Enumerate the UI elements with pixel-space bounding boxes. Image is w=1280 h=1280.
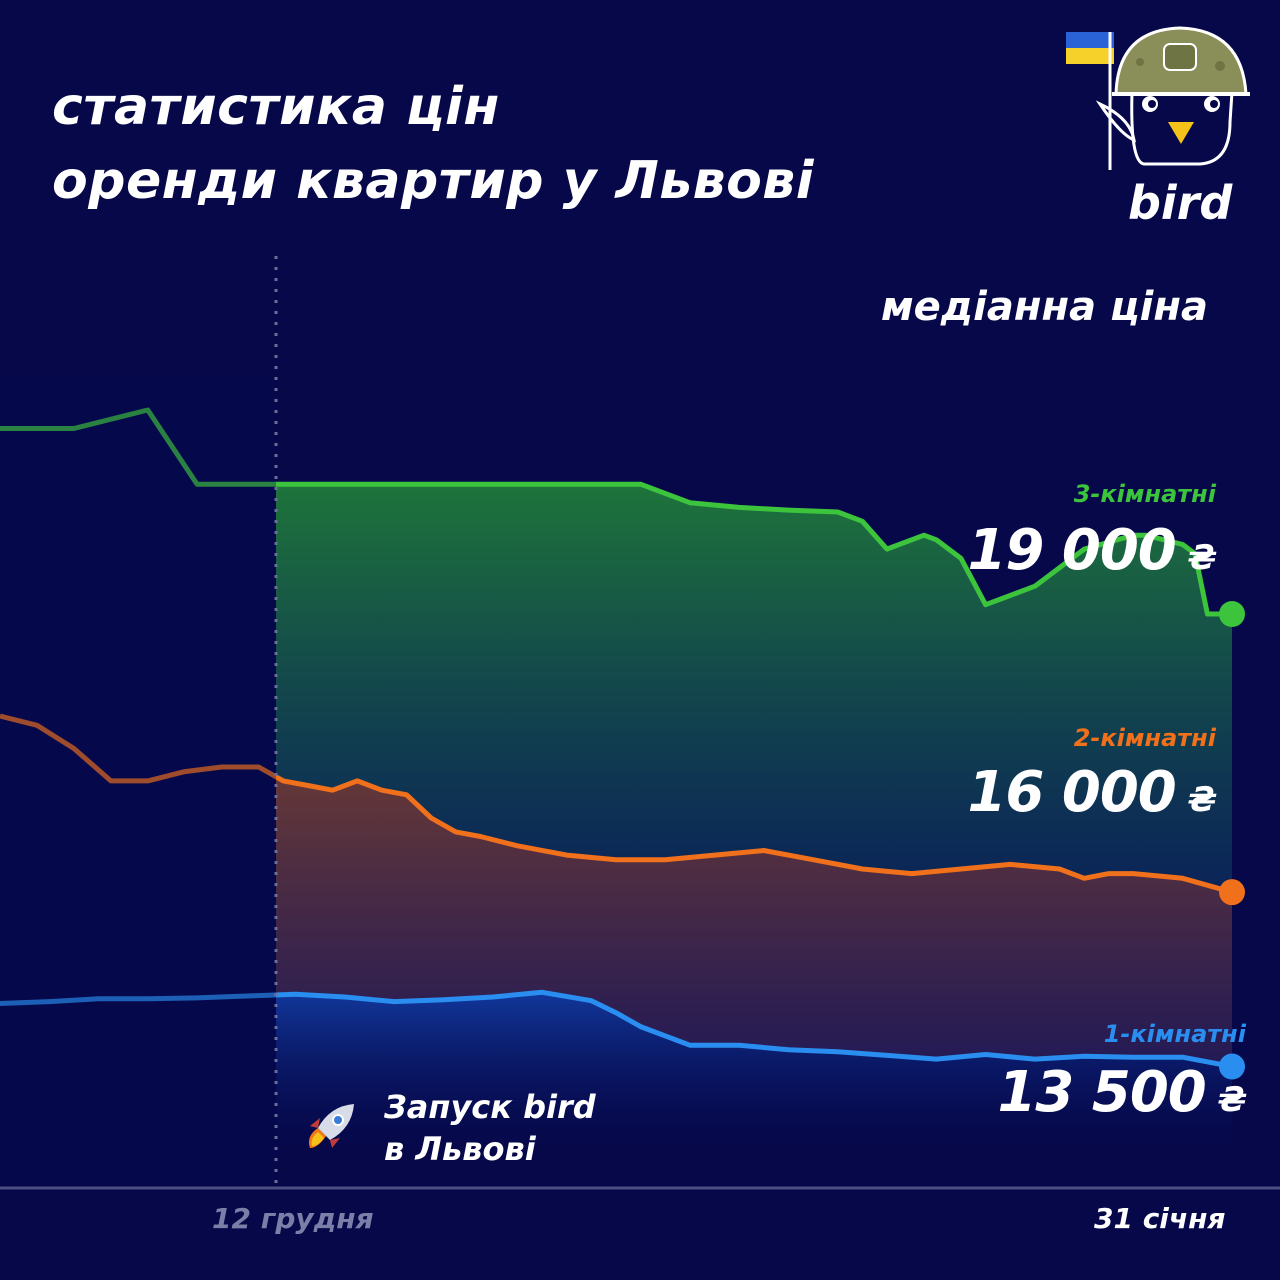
currency-symbol: ₴ [1187,780,1217,820]
chart-subtitle: медіанна ціна [880,284,1208,330]
launch-line-1: Запуск bird [384,1088,596,1126]
series-3-room-line [0,407,1232,617]
title-line-1: статистика цін [52,77,500,137]
series-label-1-room: 1-кімнатні [1103,1020,1246,1048]
series-label-2-room: 2-кімнатні [1073,724,1216,752]
pre-launch-shade [0,380,276,1180]
series-3-room-end-point [1219,601,1245,627]
series-value-3-room: 19 000 ₴ [967,518,1217,583]
series-value-2-room: 16 000 ₴ [967,760,1217,825]
series-1-room-end-point [1219,1053,1245,1080]
series-1-room-line [0,989,1233,1069]
launch-annotation: Запуск bird в Львові [384,1086,596,1170]
series-label-3-room: 3-кімнатні [1073,480,1216,508]
brand-name: bird [1128,176,1233,230]
x-axis-end-label: 31 січня [1094,1202,1226,1235]
launch-line-2: в Львові [384,1130,536,1168]
helmet-bird-icon [1066,26,1250,170]
series-2-room-line [0,713,1233,895]
value-2-room: 16 000 [967,760,1176,825]
rocket-icon [309,1104,354,1148]
page-title: статистика цін оренди квартир у Львові [52,70,814,218]
title-line-2: оренди квартир у Львові [52,151,815,211]
x-axis-start-label: 12 грудня [212,1202,374,1235]
currency-symbol: ₴ [1217,1080,1247,1120]
currency-symbol: ₴ [1187,538,1217,578]
series-3-room-area [276,484,1232,893]
series-2-room-end-point [1219,879,1245,906]
ukraine-flag-icon [1066,32,1114,170]
value-3-room: 19 000 [967,518,1176,583]
value-1-room: 13 500 [997,1060,1206,1125]
series-value-1-room: 13 500 ₴ [997,1060,1247,1125]
series-1-room-area [276,992,1232,1150]
